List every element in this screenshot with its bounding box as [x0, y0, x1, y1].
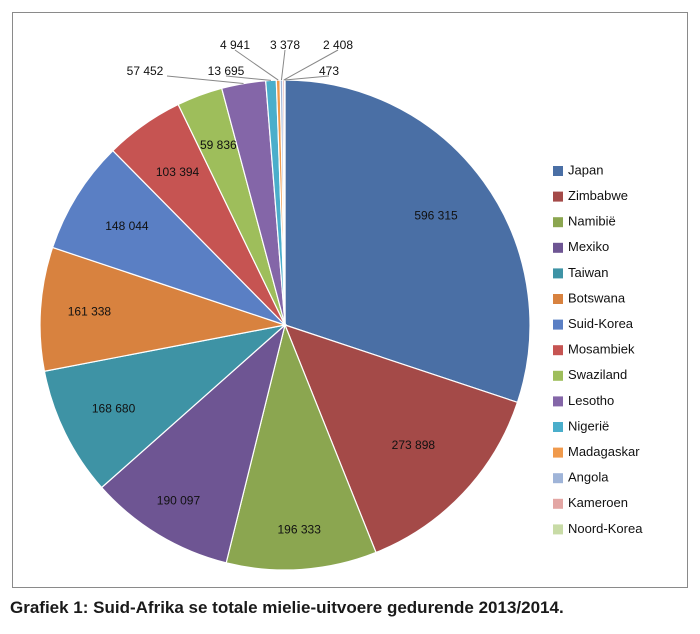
pie-slice-namibie [225, 323, 377, 571]
data-label-swaziland: 59 836 [200, 138, 237, 152]
legend-swatch-kameroen [553, 498, 563, 509]
chart-frame: 596 315 273 898 196 333 190 097 168 680 161 3… [12, 12, 688, 588]
legend-swatch-taiwan [553, 268, 563, 279]
leader-line-nigerie [225, 75, 272, 81]
legend-swatch-mexiko [553, 242, 563, 253]
pie-slice-mexiko [100, 323, 287, 564]
pie-slice-zimbabwe [283, 324, 519, 554]
legend-swatch-nigerie [553, 422, 563, 432]
legend-label-namibie: Namibië [568, 214, 616, 229]
data-label-namibie: 196 333 [278, 522, 322, 536]
data-label-madagaskar: 4 941 [220, 38, 250, 52]
legend-label-swaziland: Swaziland [568, 367, 627, 382]
legend-swatch-lesotho [553, 396, 563, 407]
legend-label-japan: Japan [568, 162, 603, 177]
legend-label-madagaskar: Madagaskar [568, 444, 640, 459]
data-label-zimbabwe: 273 898 [392, 438, 436, 452]
legend-label-nigerie: Nigerië [568, 418, 609, 433]
data-label-mexiko: 190 097 [157, 493, 201, 507]
leader-line-lesotho [166, 75, 244, 85]
legend-swatch-botswana [553, 294, 563, 304]
legend-label-suid-korea: Suid-Korea [568, 316, 634, 331]
pie-slice-suid-korea [51, 149, 286, 326]
legend: Japan Zimbabwe Namibië Mexiko Taiwan Botswana… [553, 162, 643, 536]
data-label-japan: 596 315 [414, 208, 458, 222]
legend-label-noord-korea: Noord-Korea [568, 521, 643, 536]
data-label-lesotho: 57 452 [127, 64, 164, 78]
legend-label-mosambiek: Mosambiek [568, 342, 635, 357]
data-label-suid-korea: 148 044 [105, 219, 149, 233]
legend-label-zimbabwe: Zimbabwe [568, 188, 628, 203]
legend-swatch-mosambiek [553, 345, 563, 356]
legend-swatch-namibie [553, 217, 563, 228]
legend-swatch-japan [553, 166, 563, 176]
legend-label-mexiko: Mexiko [568, 239, 609, 254]
legend-swatch-madagaskar [553, 447, 563, 458]
legend-label-kameroen: Kameroen [568, 495, 628, 510]
legend-label-angola: Angola [568, 470, 609, 485]
chart-caption: Grafiek 1: Suid-Afrika se totale mielie-… [10, 598, 564, 617]
legend-label-taiwan: Taiwan [568, 265, 608, 280]
legend-swatch-suid-korea [553, 319, 563, 330]
pie-slice-botswana [39, 246, 288, 372]
leader-line-kameroen [283, 49, 339, 81]
leader-line-madagaskar [234, 49, 279, 81]
leader-line-angola [280, 49, 286, 81]
legend-swatch-angola [553, 473, 563, 484]
data-labels: 596 315 273 898 196 333 190 097 168 680 161 3… [68, 38, 458, 536]
leader-lines [166, 49, 339, 85]
data-label-botswana: 161 338 [68, 304, 112, 318]
data-label-mosambiek: 103 394 [156, 165, 200, 179]
pie-chart: 596 315 273 898 196 333 190 097 168 680 161 3… [39, 38, 643, 571]
legend-swatch-swaziland [553, 370, 563, 381]
legend-label-lesotho: Lesotho [568, 393, 614, 408]
data-label-taiwan: 168 680 [92, 402, 136, 416]
legend-label-botswana: Botswana [568, 290, 626, 305]
pie-slice-taiwan [43, 323, 288, 489]
legend-swatch-zimbabwe [553, 191, 563, 202]
leader-line-noord-korea [284, 75, 330, 81]
pie-slices [39, 79, 531, 571]
legend-swatch-noord-korea [553, 524, 563, 535]
data-label-angola: 3 378 [270, 38, 300, 52]
pie-slice-japan [284, 79, 531, 404]
data-label-nigerie: 13 695 [208, 64, 245, 78]
data-label-kameroen: 2 408 [323, 38, 353, 52]
data-label-noord-korea: 473 [319, 64, 339, 78]
